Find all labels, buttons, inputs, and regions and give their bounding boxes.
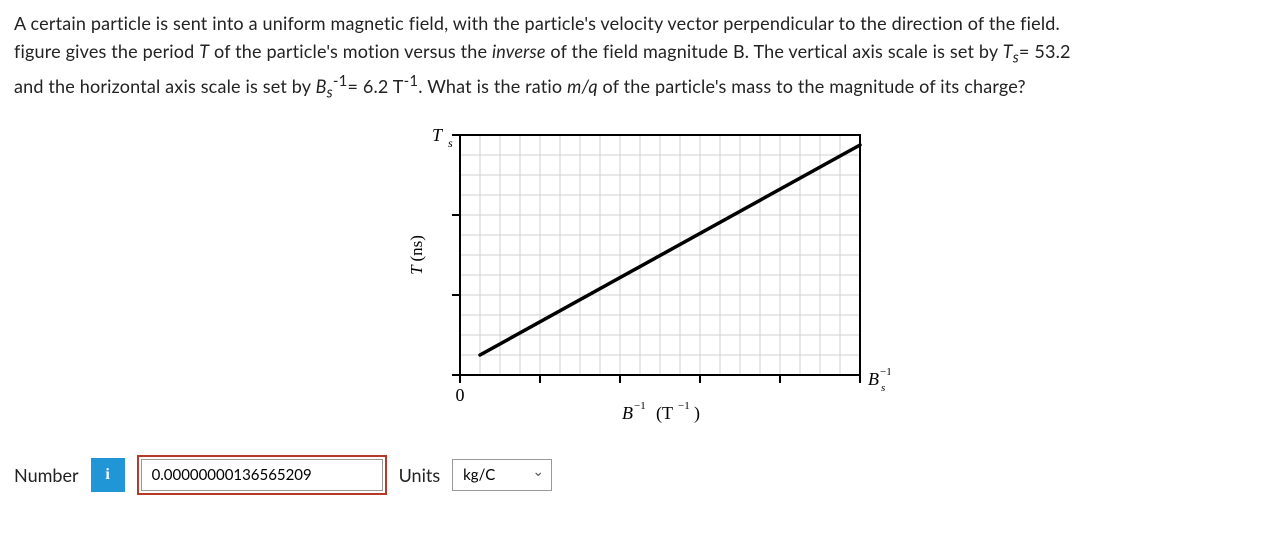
chart-svg: TsT (ns)0Bs−1B−1(T−1) [390,125,890,425]
text: and the horizontal axis scale is set by [14,75,316,97]
svg-text:−1: −1 [880,366,890,378]
svg-text:−1: −1 [634,400,646,412]
var-T: T [199,40,209,62]
number-input-wrap [137,455,387,495]
problem-statement: A certain particle is sent into a unifor… [14,10,1265,105]
var-Ts: T [1003,40,1013,62]
text: = 6.2 T [347,75,403,97]
text: A certain particle is sent into a unifor… [14,12,1060,34]
word-inverse: inverse [492,40,546,62]
text: . What is the ratio [418,75,567,97]
var-mq: m/q [567,75,598,97]
svg-text:s: s [448,136,453,150]
text: of the particle's mass to the magnitude … [598,75,1026,97]
svg-text:−1: −1 [678,400,690,412]
units-label: Units [399,464,441,486]
sup-neg1: -1 [333,72,348,90]
svg-text:0: 0 [455,385,464,405]
svg-text:B: B [622,403,633,423]
svg-text:B: B [868,369,879,389]
info-icon[interactable]: i [91,458,125,492]
svg-text:(T: (T [656,403,673,424]
text: figure gives the period [14,40,199,62]
figure: TsT (ns)0Bs−1B−1(T−1) [14,125,1265,425]
text: of the particle's motion versus the [209,40,492,62]
number-input[interactable] [141,459,383,491]
svg-text:s: s [881,382,885,394]
number-label: Number [14,464,79,486]
answer-row: Number i Units kg/C [14,455,1265,495]
var-Bs: B [316,75,327,97]
units-select-wrap: kg/C [452,459,552,491]
svg-text:T (ns): T (ns) [407,235,426,275]
svg-text:): ) [694,403,700,424]
text: of the field magnitude B. The vertical a… [546,40,1003,62]
text: = 53.2 [1019,40,1071,62]
svg-text:T: T [431,125,443,145]
units-select[interactable]: kg/C [452,459,552,491]
sup-neg1: -1 [404,72,419,90]
